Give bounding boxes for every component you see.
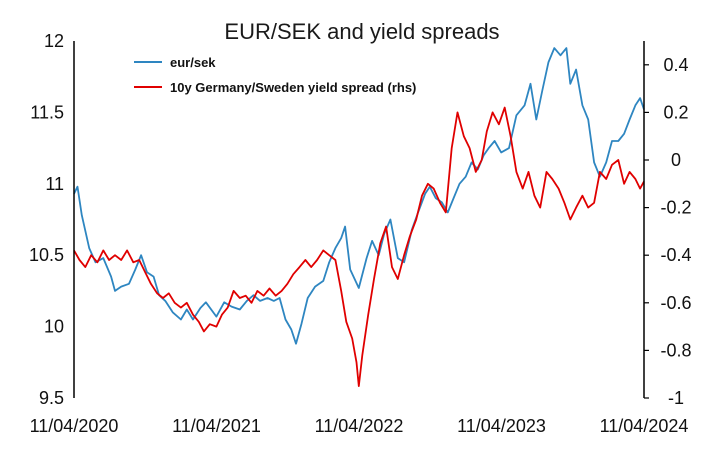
left-tick-label: 9.5 [39, 388, 64, 408]
series-layer [73, 47, 645, 388]
chart-title: EUR/SEK and yield spreads [224, 19, 499, 44]
left-tick-label: 11.5 [30, 102, 64, 122]
legend-label-yield-spread: 10y Germany/Sweden yield spread (rhs) [170, 80, 416, 95]
x-tick-label: 11/04/2024 [600, 416, 689, 436]
legend-label-eur-sek: eur/sek [170, 55, 216, 70]
x-tick-label: 11/04/2020 [30, 416, 119, 436]
left-tick-label: 10 [44, 317, 64, 337]
right-axis-ticks: -1 -0.8 -0.6 -0.4 -0.2 0 0.2 0.4 [644, 55, 692, 408]
right-tick-label: -0.2 [660, 198, 691, 218]
right-tick-label: -0.8 [660, 340, 691, 360]
right-tick-label: 0.2 [663, 102, 688, 122]
series-line-yield-spread [73, 106, 645, 388]
x-tick-label: 11/04/2021 [172, 416, 261, 436]
series-line-eur-sek [73, 47, 645, 345]
x-tick-label: 11/04/2022 [315, 416, 404, 436]
left-axis-ticks: 9.5 10 10.5 11 11.5 12 [29, 31, 64, 408]
right-tick-label: -0.4 [660, 245, 691, 265]
x-tick-label: 11/04/2023 [457, 416, 546, 436]
right-tick-label: 0 [671, 150, 681, 170]
right-tick-label: -1 [668, 388, 684, 408]
x-axis-ticks: 11/04/2020 11/04/2021 11/04/2022 11/04/2023… [30, 416, 689, 436]
left-tick-label: 12 [44, 31, 64, 51]
legend: eur/sek 10y Germany/Sweden yield spread … [134, 55, 416, 95]
right-tick-label: -0.6 [660, 293, 691, 313]
left-tick-label: 10.5 [29, 245, 64, 265]
right-tick-label: 0.4 [663, 55, 688, 75]
left-tick-label: 11 [45, 174, 64, 194]
